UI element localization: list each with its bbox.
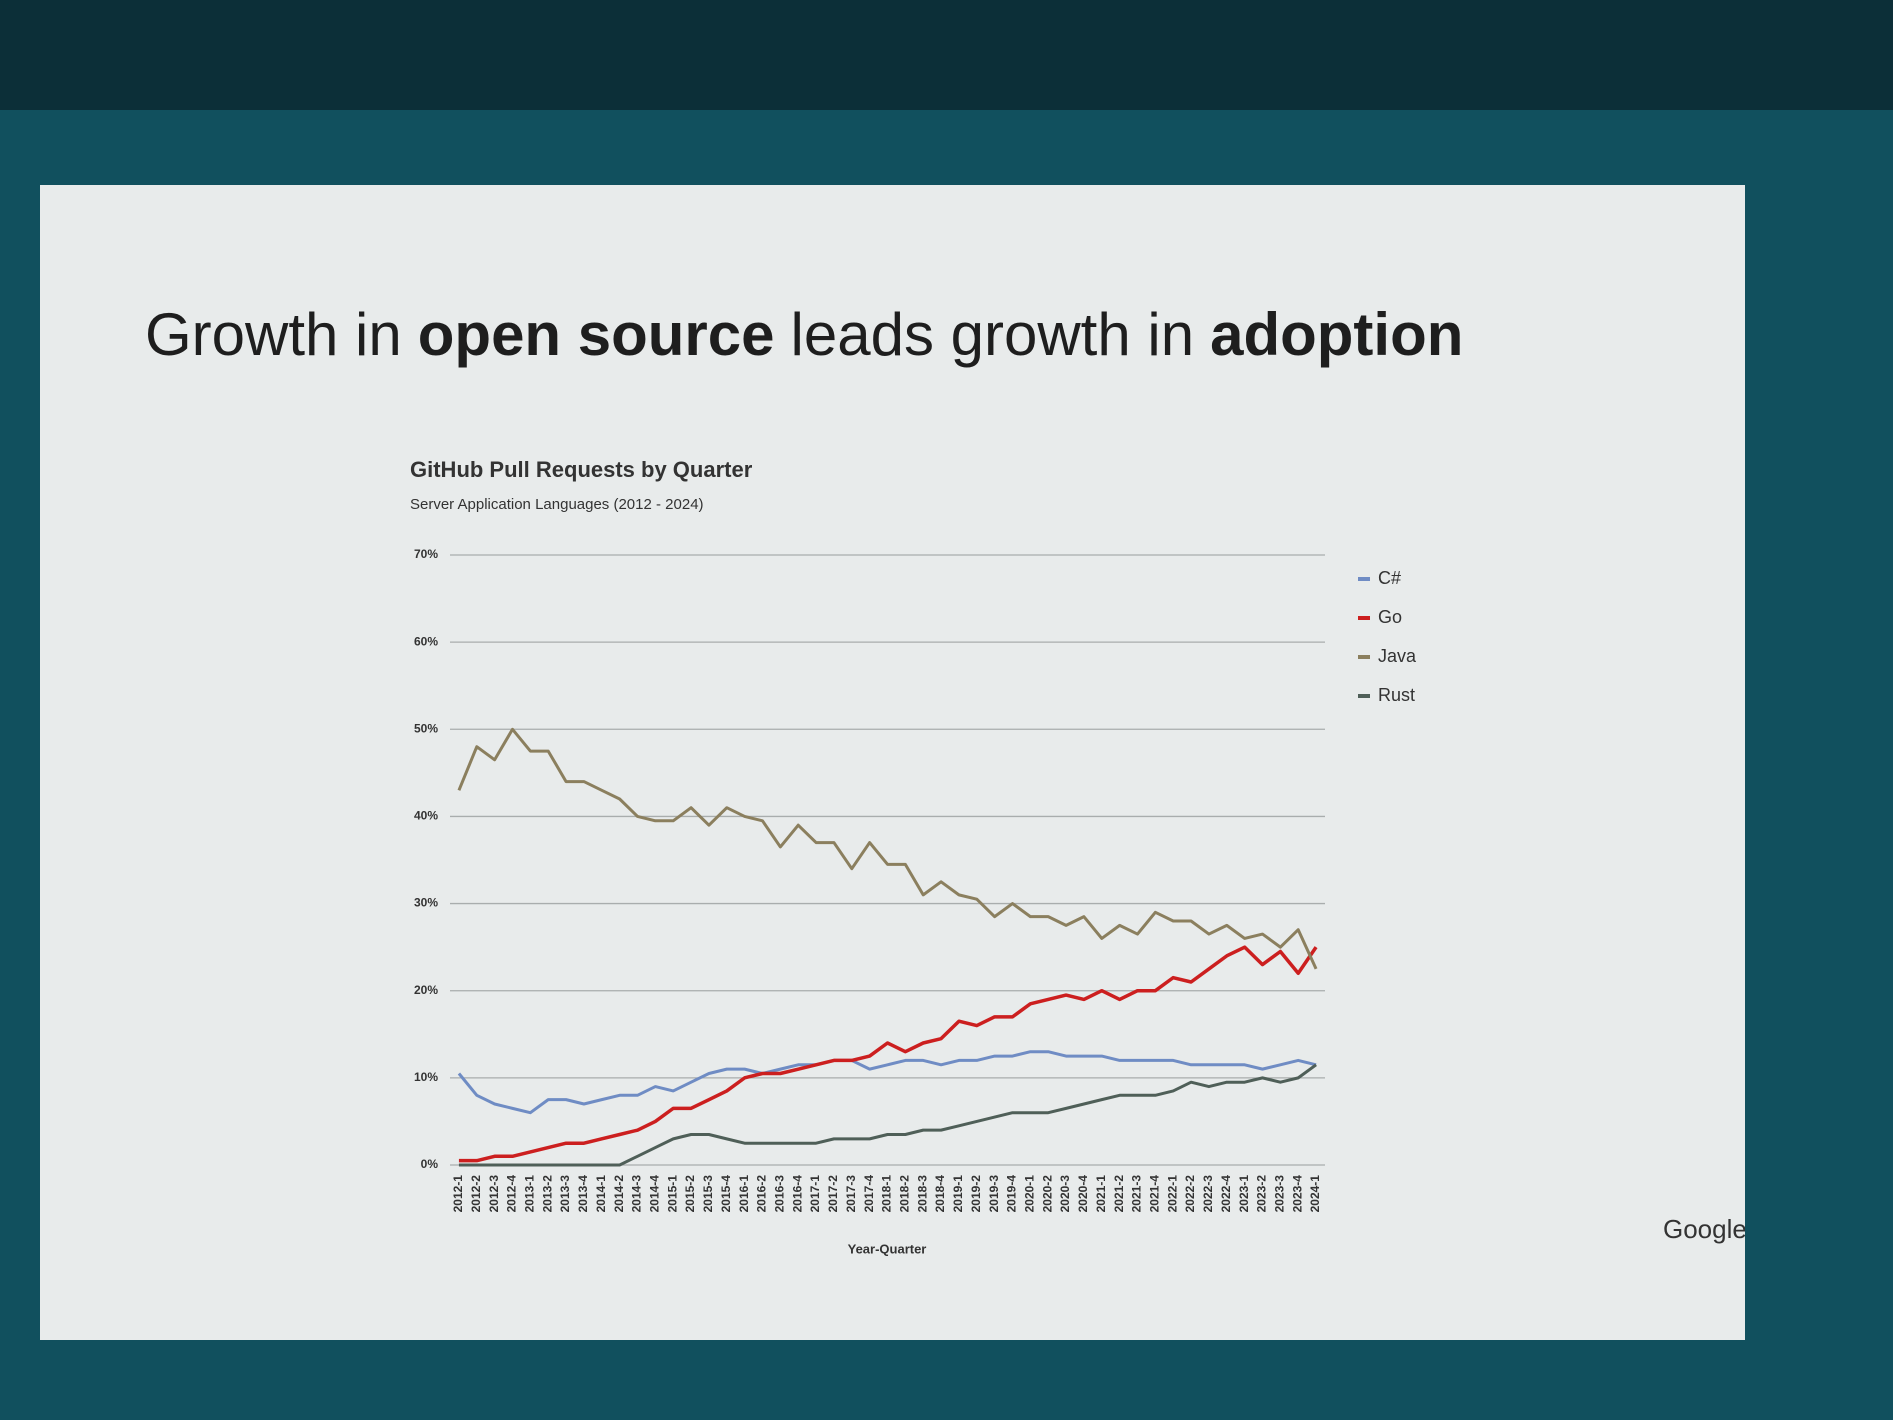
x-tick-label: 2020-2: [1040, 1175, 1054, 1213]
slide: Growth in open source leads growth in adopt…: [40, 185, 1745, 1340]
x-tick-label: 2013-3: [558, 1175, 572, 1213]
x-tick-label: 2017-1: [808, 1175, 822, 1213]
series-line: [457, 727, 1318, 970]
x-tick-label: 2023-4: [1290, 1175, 1304, 1213]
x-tick-label: 2017-2: [826, 1175, 840, 1213]
x-tick-label: 2019-4: [1005, 1175, 1019, 1213]
x-tick-label: 2012-1: [451, 1175, 465, 1213]
legend-label: C#: [1378, 568, 1401, 588]
x-tick-label: 2012-4: [505, 1175, 519, 1213]
x-tick-label: 2019-3: [987, 1175, 1001, 1213]
x-tick-label: 2013-2: [540, 1175, 554, 1213]
slide-title: Growth in open source leads growth in adopt…: [145, 300, 1479, 369]
series-line: [457, 1050, 1317, 1115]
x-tick-label: 2016-2: [755, 1175, 769, 1213]
x-tick-label: 2017-4: [862, 1175, 876, 1213]
y-tick-label: 10%: [414, 1070, 438, 1084]
title-part: open source: [417, 301, 775, 368]
x-tick-label: 2021-4: [1148, 1175, 1162, 1213]
x-tick-label: 2018-2: [898, 1175, 912, 1213]
y-tick-label: 20%: [414, 983, 438, 997]
x-tick-label: 2024-1: [1308, 1175, 1322, 1213]
x-tick-label: 2022-2: [1183, 1175, 1197, 1213]
logo: Google: [1663, 1214, 1745, 1244]
x-tick-label: 2014-4: [648, 1175, 662, 1213]
chart: GitHub Pull Requests by Quarter Server A…: [410, 457, 1745, 1257]
x-tick-label: 2020-1: [1023, 1175, 1037, 1213]
x-tick-label: 2023-3: [1273, 1175, 1287, 1213]
x-tick-label: 2015-2: [683, 1175, 697, 1213]
x-tick-label: 2014-2: [612, 1175, 626, 1213]
x-tick-label: 2015-1: [665, 1175, 679, 1213]
y-tick-label: 0%: [421, 1157, 439, 1171]
x-tick-label: 2021-1: [1094, 1175, 1108, 1213]
chart-title: GitHub Pull Requests by Quarter: [410, 457, 753, 482]
x-tick-label: 2015-4: [719, 1175, 733, 1213]
x-tick-label: 2013-4: [576, 1175, 590, 1213]
x-tick-label: 2019-1: [951, 1175, 965, 1213]
x-tick-label: 2013-1: [523, 1175, 537, 1213]
x-tick-label: 2017-3: [844, 1175, 858, 1213]
x-tick-label: 2019-2: [969, 1175, 983, 1213]
x-tick-label: 2020-3: [1058, 1175, 1072, 1213]
legend-label: Go: [1378, 607, 1402, 627]
y-tick-label: 50%: [414, 721, 438, 735]
x-tick-label: 2023-2: [1255, 1175, 1269, 1213]
y-tick-label: 30%: [414, 896, 438, 910]
y-tick-label: 40%: [414, 809, 438, 823]
x-tick-label: 2016-4: [790, 1175, 804, 1213]
x-tick-label: 2015-3: [701, 1175, 715, 1213]
x-tick-label: 2022-3: [1201, 1175, 1215, 1213]
series-line: [458, 945, 1318, 1163]
x-tick-label: 2022-1: [1165, 1175, 1179, 1213]
x-tick-label: 2018-3: [915, 1175, 929, 1213]
chart-subtitle: Server Application Languages (2012 - 202…: [410, 496, 704, 513]
x-tick-label: 2012-2: [469, 1175, 483, 1213]
legend-label: Rust: [1378, 685, 1415, 705]
x-tick-label: 2016-1: [737, 1175, 751, 1213]
x-tick-label: 2014-3: [630, 1175, 644, 1213]
title-part: leads growth in: [790, 301, 1195, 368]
x-tick-label: 2016-3: [773, 1175, 787, 1213]
x-axis-label: Year-Quarter: [848, 1241, 927, 1256]
x-tick-label: 2023-1: [1237, 1175, 1251, 1213]
x-tick-label: 2021-3: [1130, 1175, 1144, 1213]
x-tick-label: 2012-3: [487, 1175, 501, 1213]
x-tick-label: 2021-2: [1112, 1175, 1126, 1213]
title-part: Growth in: [145, 301, 402, 368]
x-tick-label: 2020-4: [1076, 1175, 1090, 1213]
x-tick-label: 2018-4: [933, 1175, 947, 1213]
x-tick-label: 2018-1: [880, 1175, 894, 1213]
y-tick-label: 70%: [414, 547, 438, 561]
series-line: [458, 1063, 1317, 1167]
y-tick-label: 60%: [414, 634, 438, 648]
title-part: adoption: [1210, 301, 1464, 368]
x-tick-label: 2014-1: [594, 1175, 608, 1213]
legend-label: Java: [1378, 646, 1417, 666]
x-tick-label: 2022-4: [1219, 1175, 1233, 1213]
